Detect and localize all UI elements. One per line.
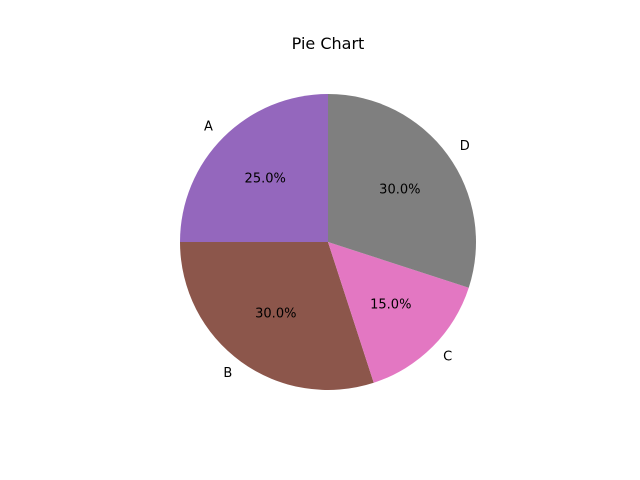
slice-label-b: B [223, 366, 232, 381]
slice-percent-d: 30.0% [379, 182, 420, 197]
slice-percent-a: 25.0% [245, 172, 286, 187]
pie-slices [180, 94, 476, 390]
pie-slice-a [180, 94, 328, 242]
pie-slice-b [180, 242, 374, 390]
slice-label-a: A [204, 119, 213, 134]
pie-labels: A 25.0% B 30.0% C 15.0% D 30.0% [204, 119, 470, 381]
slice-label-d: D [460, 139, 470, 154]
slice-percent-c: 15.0% [370, 297, 411, 312]
pie-slice-c [328, 242, 469, 383]
slice-label-c: C [443, 350, 452, 365]
pie-slice-d [328, 94, 476, 288]
chart-title: Pie Chart [292, 34, 365, 53]
slice-percent-b: 30.0% [255, 306, 296, 321]
